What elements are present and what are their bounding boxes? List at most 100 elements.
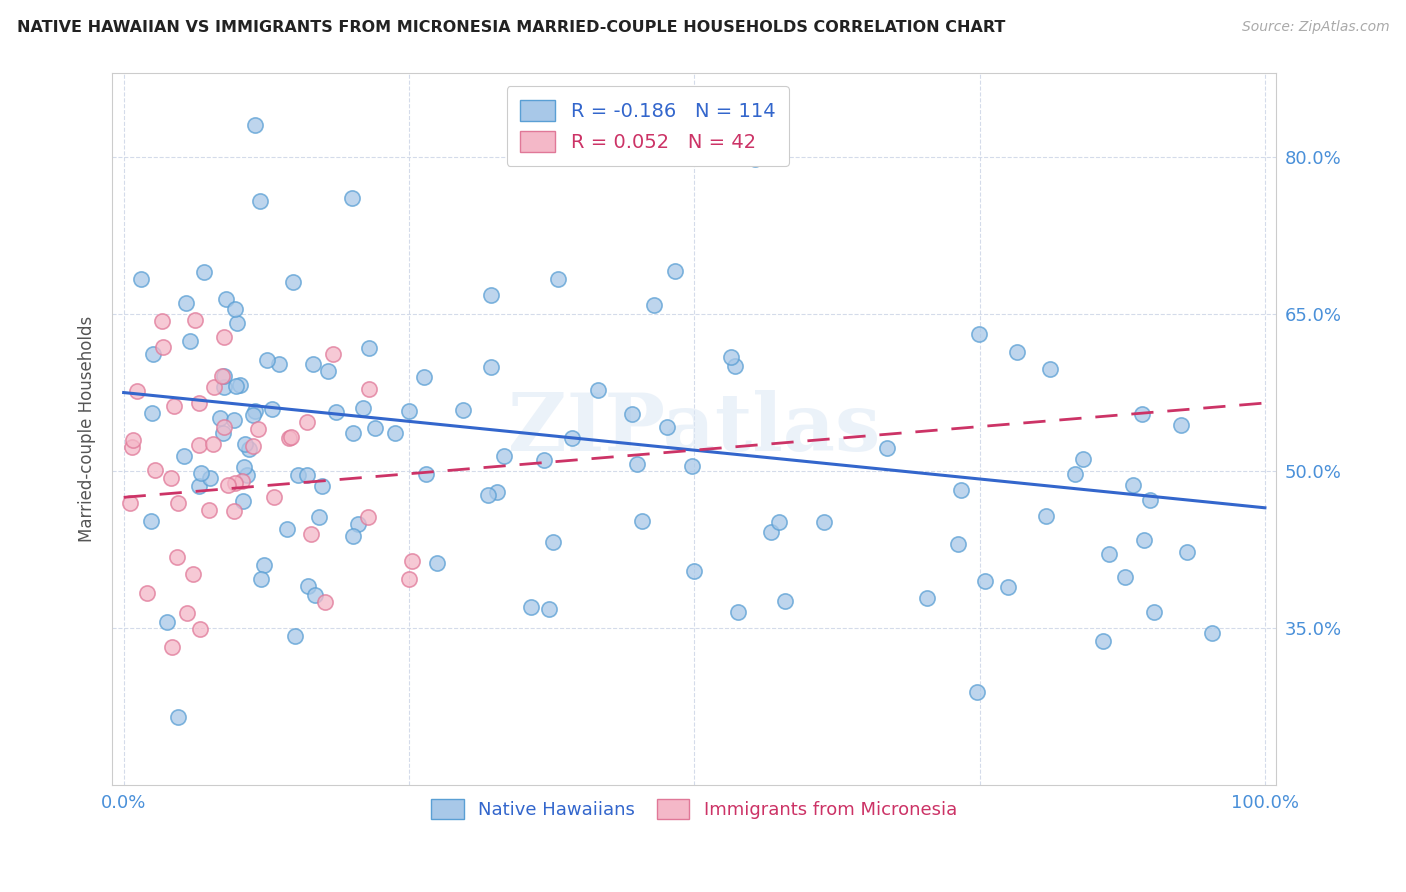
Point: [533, 453, 555, 467]
Point: [208, 411, 231, 425]
Point: [398, 572, 420, 586]
Point: [1170, 417, 1192, 432]
Point: [1071, 452, 1094, 467]
Point: [280, 430, 302, 444]
Point: [997, 580, 1019, 594]
Point: [249, 572, 271, 586]
Point: [1175, 544, 1198, 558]
Point: [1039, 361, 1062, 376]
Point: [187, 437, 209, 451]
Point: [655, 420, 678, 434]
Point: [520, 600, 543, 615]
Point: [761, 524, 783, 539]
Point: [166, 550, 188, 565]
Point: [664, 264, 686, 278]
Point: [263, 490, 285, 504]
Point: [359, 382, 381, 396]
Point: [352, 401, 374, 416]
Point: [276, 522, 298, 536]
Y-axis label: Married-couple Households: Married-couple Households: [79, 316, 96, 542]
Point: [243, 118, 266, 132]
Point: [297, 579, 319, 593]
Point: [297, 467, 319, 482]
Point: [152, 340, 174, 354]
Point: [224, 475, 246, 490]
Point: [267, 357, 290, 371]
Point: [136, 586, 159, 600]
Point: [1143, 605, 1166, 619]
Point: [143, 463, 166, 477]
Point: [236, 467, 259, 482]
Point: [561, 431, 583, 445]
Text: ZIPatlas: ZIPatlas: [508, 390, 880, 468]
Point: [398, 403, 420, 417]
Point: [1122, 478, 1144, 492]
Point: [643, 298, 665, 312]
Point: [413, 370, 436, 384]
Point: [198, 502, 221, 516]
Point: [314, 595, 336, 609]
Point: [342, 426, 364, 441]
Point: [173, 450, 195, 464]
Point: [723, 359, 745, 373]
Point: [200, 470, 222, 484]
Point: [224, 302, 246, 317]
Point: [744, 152, 766, 166]
Point: [299, 527, 322, 541]
Point: [201, 437, 224, 451]
Point: [973, 574, 995, 589]
Point: [150, 314, 173, 328]
Point: [401, 554, 423, 568]
Point: [494, 449, 516, 463]
Point: [325, 405, 347, 419]
Point: [225, 379, 247, 393]
Point: [311, 478, 333, 492]
Point: [316, 364, 339, 378]
Point: [301, 357, 323, 371]
Point: [253, 558, 276, 572]
Point: [342, 191, 364, 205]
Point: [224, 504, 246, 518]
Point: [586, 384, 609, 398]
Point: [541, 534, 564, 549]
Point: [212, 369, 235, 384]
Point: [226, 316, 249, 330]
Point: [342, 529, 364, 543]
Point: [176, 606, 198, 620]
Point: [284, 629, 307, 643]
Point: [247, 422, 270, 436]
Point: [538, 601, 561, 615]
Point: [304, 588, 326, 602]
Point: [915, 591, 938, 605]
Point: [217, 478, 239, 492]
Point: [453, 403, 475, 417]
Point: [118, 496, 141, 510]
Point: [683, 565, 706, 579]
Point: [160, 640, 183, 655]
Point: [308, 509, 330, 524]
Point: [547, 271, 569, 285]
Point: [122, 434, 145, 448]
Point: [249, 194, 271, 208]
Point: [211, 425, 233, 440]
Point: [384, 426, 406, 441]
Point: [359, 341, 381, 355]
Point: [1098, 547, 1121, 561]
Point: [626, 457, 648, 471]
Point: [212, 420, 235, 434]
Point: [485, 485, 508, 500]
Point: [1139, 492, 1161, 507]
Point: [160, 471, 183, 485]
Point: [163, 399, 186, 413]
Point: [415, 467, 437, 482]
Point: [1005, 345, 1028, 359]
Point: [121, 441, 143, 455]
Point: [127, 384, 149, 399]
Point: [966, 685, 988, 699]
Point: [193, 265, 215, 279]
Point: [295, 415, 318, 429]
Point: [876, 441, 898, 455]
Text: NATIVE HAWAIIAN VS IMMIGRANTS FROM MICRONESIA MARRIED-COUPLE HOUSEHOLDS CORRELAT: NATIVE HAWAIIAN VS IMMIGRANTS FROM MICRO…: [17, 20, 1005, 35]
Point: [950, 483, 973, 498]
Point: [322, 346, 344, 360]
